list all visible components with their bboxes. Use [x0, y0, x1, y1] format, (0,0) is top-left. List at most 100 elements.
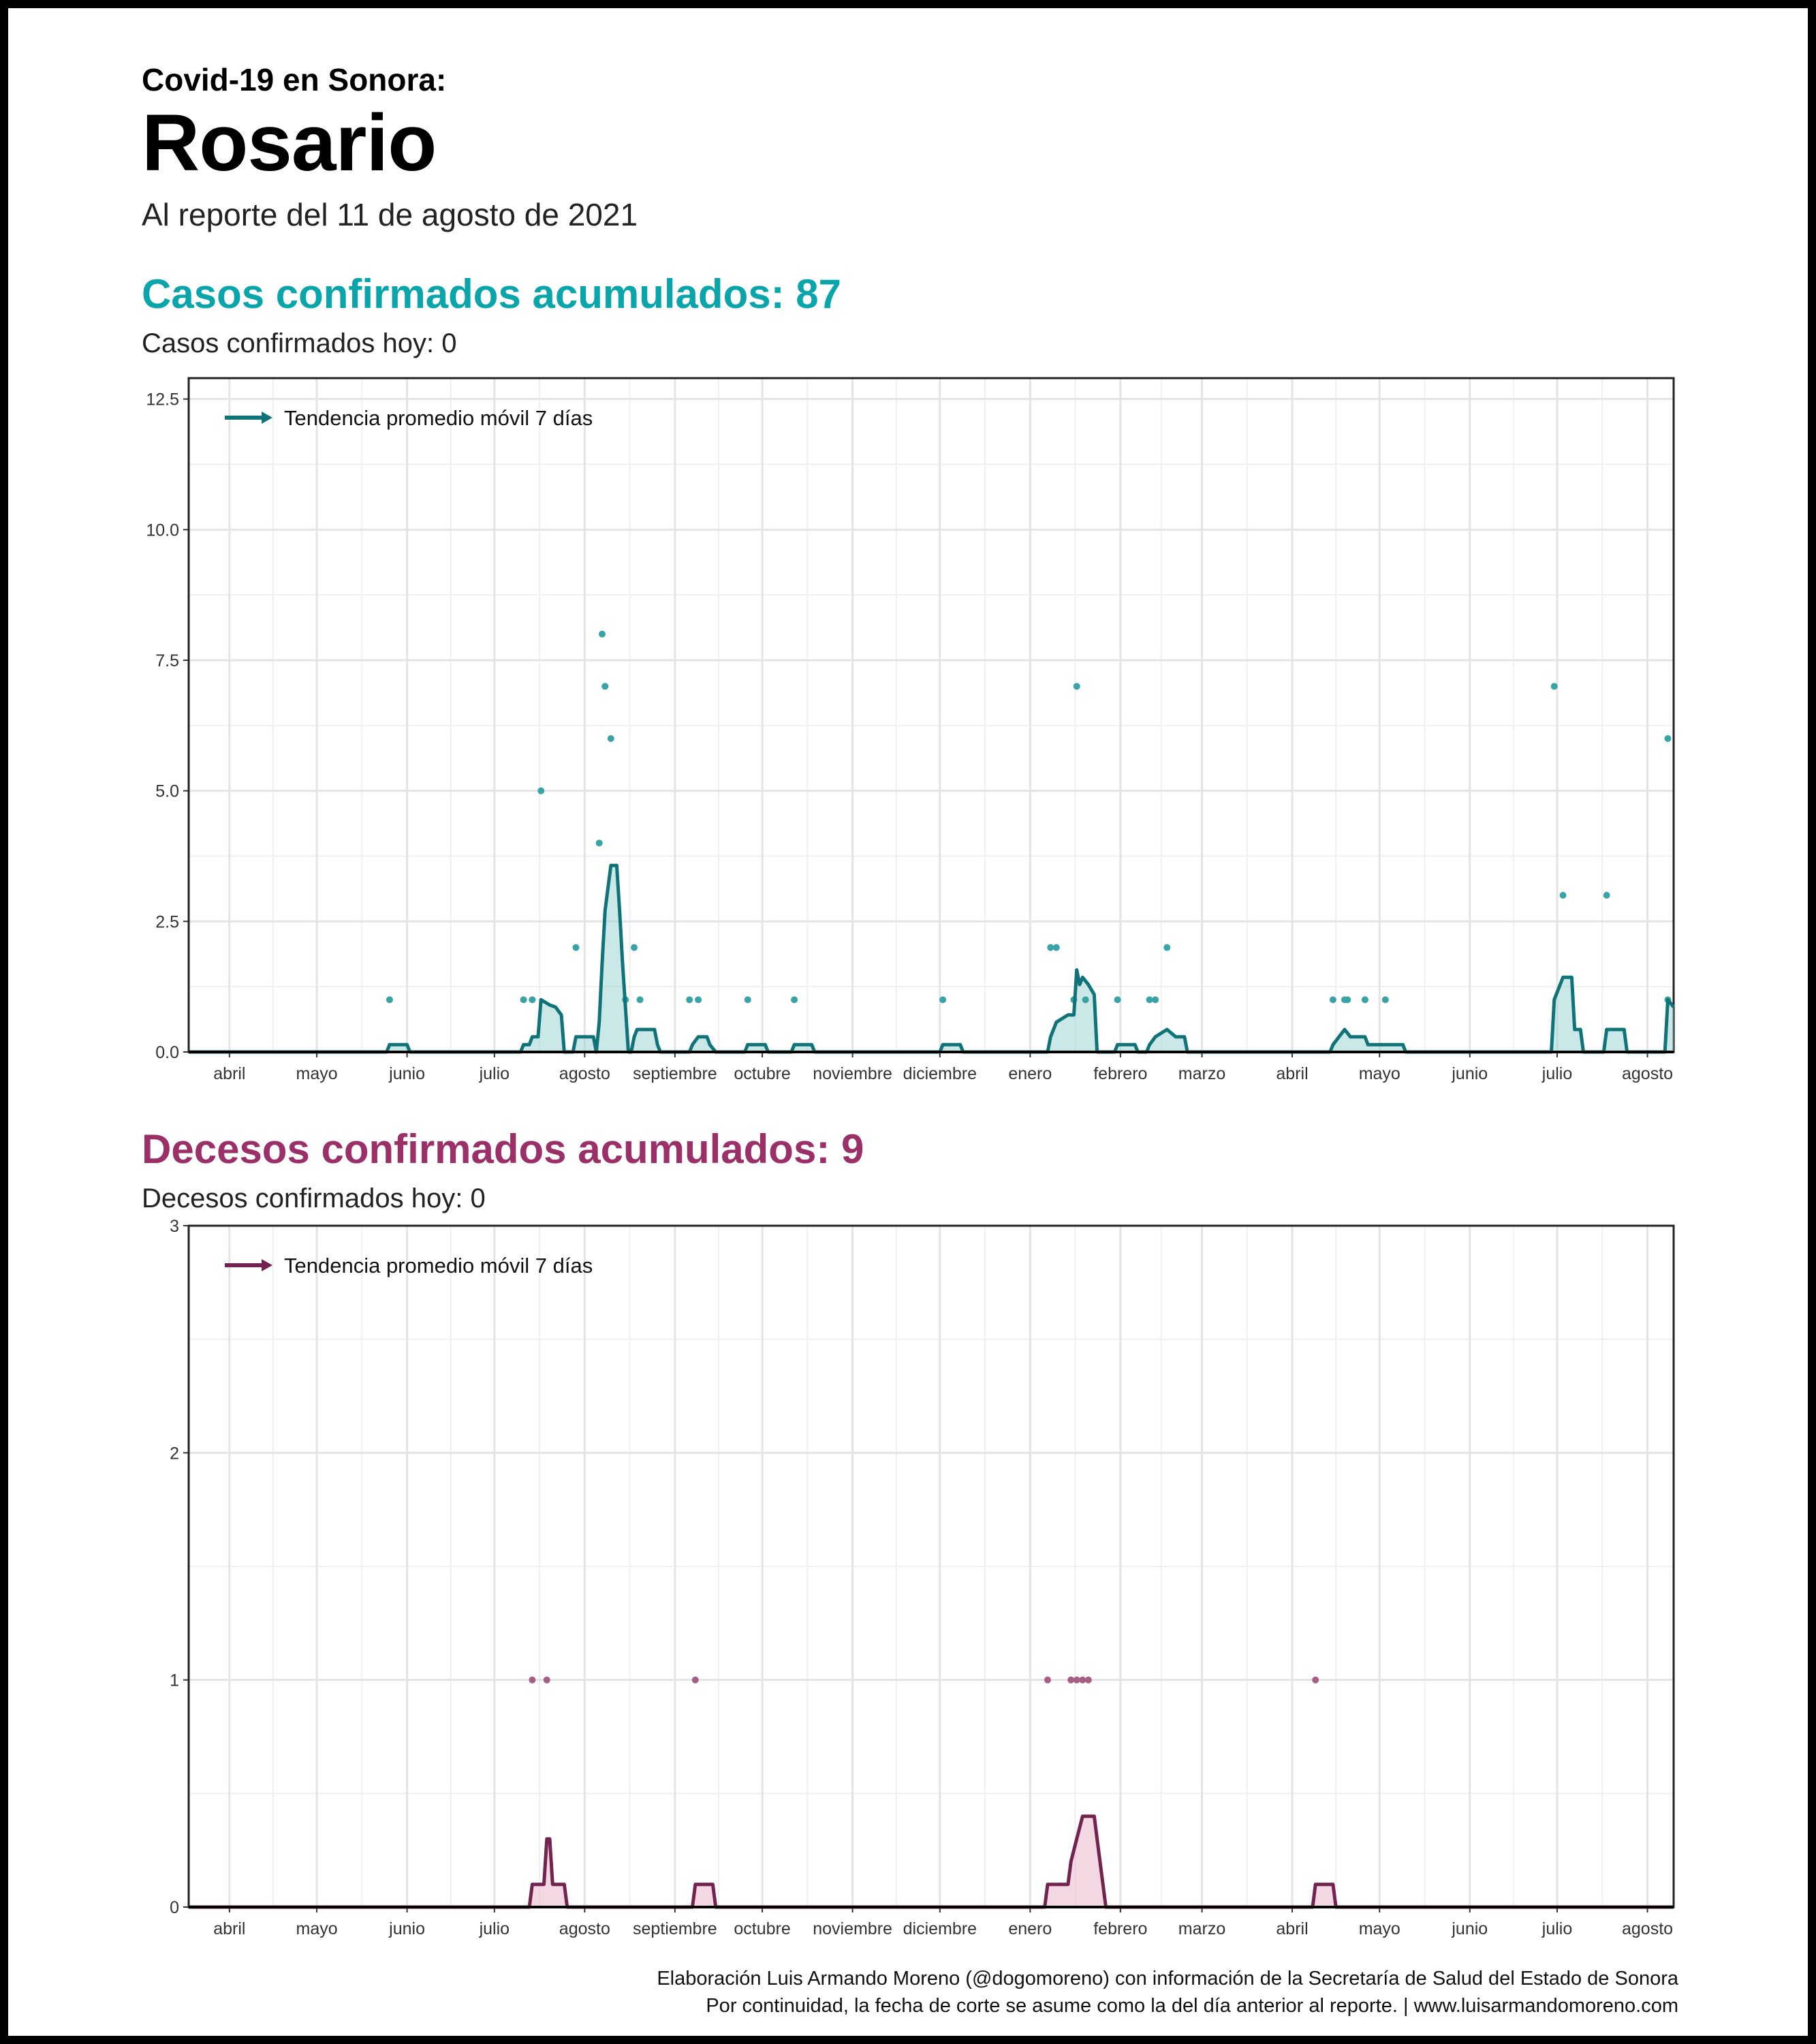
caption-credit: Elaboración Luis Armando Moreno (@dogomo… [657, 1968, 1678, 1989]
deaths-trend-line [189, 1814, 1674, 1909]
deaths-legend-key-arrow [262, 1259, 272, 1271]
deaths-x-tick-label: julio [1541, 1919, 1572, 1938]
deaths-daily-point [529, 1676, 536, 1684]
cases-x-tick-label: abril [213, 1064, 245, 1083]
cases-trend-area [189, 865, 1674, 1052]
deaths-daily-point [1079, 1676, 1086, 1684]
cases-daily-point [1361, 996, 1368, 1004]
cases-x-tick-label: octubre [734, 1064, 790, 1083]
cases-x-tick-label: junio [1451, 1064, 1488, 1083]
report-frame: Covid-19 en Sonora: Rosario Al reporte d… [8, 8, 1808, 2036]
cases-x-tick-label: septiembre [633, 1064, 717, 1083]
deaths-x-tick-label: marzo [1178, 1919, 1225, 1938]
cases-y-tick-label: 5.0 [155, 782, 179, 801]
cases-daily-point [1381, 996, 1389, 1004]
municipality-title: Rosario [142, 98, 437, 188]
deaths-x-tick-label: septiembre [633, 1919, 717, 1938]
cases-legend-label: Tendencia promedio móvil 7 días [284, 406, 593, 430]
cases-daily-point [636, 996, 644, 1004]
cases-trend-line [189, 863, 1675, 1054]
cases-daily-point [386, 996, 393, 1004]
deaths-legend-label: Tendencia promedio móvil 7 días [284, 1254, 593, 1278]
cases-daily-point [1344, 996, 1351, 1004]
deaths-x-tick-label: octubre [734, 1919, 790, 1938]
cases-daily-point [1152, 996, 1159, 1004]
deaths-y-tick-label: 0 [170, 1898, 179, 1917]
deaths-y-tick-label: 3 [170, 1218, 179, 1236]
cases-daily-point [744, 996, 751, 1004]
cases-daily-point [520, 996, 527, 1004]
cases-daily-point [1114, 996, 1121, 1004]
cases-daily-point [1047, 944, 1054, 951]
deaths-daily-point [543, 1676, 550, 1684]
deaths-x-tick-label: noviembre [813, 1919, 892, 1938]
deaths-x-tick-label: febrero [1093, 1919, 1147, 1938]
cases-legend-key-arrow [262, 412, 272, 424]
deaths-x-tick-label: agosto [1622, 1919, 1673, 1938]
deaths-daily-point [1312, 1676, 1319, 1684]
cases-x-tick-label: diciembre [903, 1064, 977, 1083]
cases-chart: abril mayo junio julio agosto septiembre octub… [146, 377, 1675, 1083]
cases-x-tick-label: marzo [1178, 1064, 1225, 1083]
report-date-subtitle: Al reporte del 11 de agosto de 2021 [142, 197, 638, 232]
cases-y-tick-label: 2.5 [155, 912, 179, 931]
deaths-daily-point [1084, 1676, 1092, 1684]
deaths-x-tick-label: enero [1008, 1919, 1052, 1938]
cases-daily-point [1052, 944, 1060, 951]
cases-daily-point [1664, 735, 1672, 742]
cases-x-tick-label: julio [1541, 1064, 1572, 1083]
cases-daily-point [1329, 996, 1336, 1004]
deaths-x-tick-label: junio [1451, 1919, 1488, 1938]
cases-daily-point [1603, 892, 1610, 899]
cases-y-tick-label: 10.0 [146, 521, 179, 540]
deaths-x-tick-label: junio [388, 1919, 425, 1938]
cases-daily-point [601, 683, 609, 690]
cases-x-tick-label: agosto [1622, 1064, 1673, 1083]
cases-x-tick-label: mayo [296, 1064, 338, 1083]
cases-y-tick-label: 7.5 [155, 651, 179, 670]
cases-daily-point [607, 735, 614, 742]
cases-daily-point [1559, 892, 1567, 899]
cases-daily-point [572, 944, 580, 951]
deaths-x-tick-label: diciembre [903, 1919, 977, 1938]
report-supertitle: Covid-19 en Sonora: [142, 62, 447, 97]
cases-y-tick-label: 12.5 [146, 390, 179, 409]
deaths-chart: abril mayo junio julio agosto septiembre octub… [170, 1218, 1675, 1938]
cases-daily-point [1082, 996, 1089, 1004]
cases-daily-point [791, 996, 798, 1004]
cases-today-subtitle: Casos confirmados hoy: 0 [142, 328, 457, 358]
deaths-x-tick-label: mayo [1359, 1919, 1400, 1938]
deaths-x-tick-label: abril [213, 1919, 245, 1938]
deaths-y-tick-label: 2 [170, 1444, 179, 1463]
deaths-y-tick-label: 1 [170, 1671, 179, 1690]
cases-daily-point [1073, 683, 1080, 690]
cases-x-tick-label: abril [1276, 1064, 1308, 1083]
cases-daily-point [598, 630, 606, 638]
cases-x-tick-label: noviembre [813, 1064, 892, 1083]
cases-x-tick-label: agosto [559, 1064, 610, 1083]
cases-plot-border [187, 377, 1675, 1053]
deaths-daily-point [1067, 1676, 1075, 1684]
cases-section-title: Casos confirmados acumulados: 87 [142, 271, 841, 317]
deaths-x-tick-label: abril [1276, 1919, 1308, 1938]
cases-daily-point [631, 944, 638, 951]
deaths-today-subtitle: Decesos confirmados hoy: 0 [142, 1183, 486, 1213]
deaths-x-tick-label: julio [479, 1919, 510, 1938]
deaths-daily-point [1073, 1676, 1080, 1684]
deaths-trend-area [189, 1816, 1674, 1907]
cases-daily-point [1163, 944, 1171, 951]
cases-x-tick-label: junio [388, 1064, 425, 1083]
deaths-daily-point [1044, 1676, 1051, 1684]
cases-x-tick-label: julio [479, 1064, 510, 1083]
cases-daily-point [1146, 996, 1153, 1004]
caption-note: Por continuidad, la fecha de corte se as… [706, 1995, 1678, 2017]
cases-daily-point [595, 839, 603, 847]
cases-x-tick-label: enero [1008, 1064, 1052, 1083]
cases-x-tick-label: febrero [1093, 1064, 1147, 1083]
deaths-x-tick-label: mayo [296, 1919, 338, 1938]
deaths-section-title: Decesos confirmados acumulados: 9 [142, 1126, 864, 1172]
cases-daily-point [529, 996, 536, 1004]
cases-y-tick-label: 0.0 [155, 1043, 179, 1062]
cases-daily-point [695, 996, 702, 1004]
deaths-daily-point [691, 1676, 699, 1684]
